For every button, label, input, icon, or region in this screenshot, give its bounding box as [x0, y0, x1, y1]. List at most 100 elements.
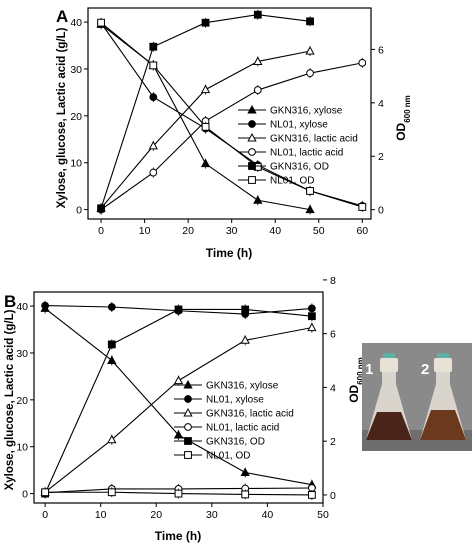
- data-point: [241, 305, 250, 314]
- x-axis-label: Time (h): [155, 529, 201, 543]
- flask-2: [420, 353, 466, 440]
- x-tick-label: 30: [226, 225, 238, 237]
- data-point: [107, 303, 116, 311]
- y2-tick-label: 8: [378, 0, 384, 3]
- legend-label: NL01, OD: [270, 176, 314, 187]
- data-point: [240, 335, 250, 344]
- x-tick-label: 30: [206, 509, 218, 521]
- y-tick-label: 10: [70, 158, 82, 170]
- data-point: [107, 434, 117, 444]
- legend-marker: [184, 437, 192, 445]
- panel-b: B 0 10 20 30 40 50 0 10 20 30 40 0 2 4 6 8 GKN316, xy…: [4, 275, 365, 543]
- y2-tick-label: 4: [330, 382, 336, 394]
- data-point: [41, 488, 50, 497]
- data-point: [253, 10, 262, 19]
- data-point: [307, 304, 316, 313]
- series-group: [96, 9, 367, 215]
- series-line: [44, 308, 312, 494]
- legend-marker: [247, 132, 257, 142]
- series-line: [100, 22, 363, 208]
- y2-tick-label: 0: [378, 205, 384, 217]
- plot-frame: [33, 291, 324, 504]
- data-point: [358, 58, 367, 67]
- data-point: [107, 340, 116, 349]
- data-point: [253, 195, 263, 204]
- legend-marker: [184, 395, 192, 403]
- x-tick-label: 60: [356, 225, 368, 237]
- legend-label: GKN316, OD: [206, 437, 265, 448]
- legend-label: NL01, lactic acid: [270, 148, 343, 159]
- data-point: [41, 301, 50, 310]
- data-point: [306, 69, 314, 78]
- legend-marker: [184, 451, 192, 459]
- y2-tick-label: 6: [330, 329, 336, 341]
- data-point: [201, 122, 210, 131]
- data-point: [107, 488, 116, 497]
- legend-marker: [183, 407, 193, 417]
- series-4: [97, 9, 314, 214]
- data-point: [174, 305, 183, 314]
- panel-label-a: A: [56, 7, 68, 26]
- data-point: [253, 86, 262, 94]
- data-point: [200, 158, 211, 168]
- flask-1: [366, 353, 412, 440]
- x-tick-label: 20: [182, 225, 194, 237]
- y2-axis-label: OD600 nm: [394, 95, 412, 141]
- y2-axis-label-sub: 600 nm: [356, 357, 365, 385]
- legend-label: NL01, xylose: [270, 120, 328, 131]
- data-point: [358, 203, 367, 211]
- legend-item: GKN316, lactic acid: [174, 407, 294, 420]
- y-tick-label: 40: [70, 17, 82, 29]
- data-point: [149, 168, 158, 177]
- y2-tick-label: 4: [378, 98, 384, 110]
- plot-frame: [87, 7, 372, 220]
- legend-marker: [184, 423, 192, 431]
- legend-label: NL01, OD: [206, 451, 250, 462]
- legend-marker: [248, 148, 256, 156]
- data-point: [201, 18, 210, 27]
- flask-label-2: 2: [421, 361, 429, 378]
- flask-label-1: 1: [365, 361, 373, 378]
- data-point: [148, 140, 158, 150]
- flask-cap: [437, 353, 449, 359]
- data-point: [307, 491, 316, 499]
- y2-axis-label: OD600 nm: [347, 357, 365, 403]
- y-axis-label: Xylose, glucose, Lactic acid (g/L): [4, 309, 16, 490]
- data-point: [241, 490, 250, 499]
- x-axis-label: Time (h): [206, 246, 252, 260]
- legend-label: GKN316, xylose: [206, 381, 279, 392]
- legend-item: NL01, lactic acid: [238, 148, 343, 159]
- series-line: [100, 62, 363, 211]
- x-ticks: 0 10 20 30 40 50: [42, 503, 329, 521]
- data-point: [307, 312, 316, 321]
- x-tick-label: 50: [317, 509, 329, 521]
- data-point: [107, 355, 117, 364]
- legend-item: GKN316, OD: [174, 437, 265, 448]
- panel-a: A 0 10 20 30 40 50 60 0 10 20 30 40 0 2 4 6 8 GKN316, …: [56, 0, 412, 260]
- flask-cap: [383, 353, 395, 359]
- x-tick-label: 0: [42, 509, 48, 521]
- x-tick-label: 50: [313, 225, 325, 237]
- data-point: [97, 204, 105, 213]
- series-5: [41, 487, 316, 500]
- y-tick-label: 20: [16, 395, 28, 407]
- legend: GKN316, xylose NL01, xylose GKN316, lactic…: [238, 104, 358, 187]
- x-tick-label: 40: [269, 225, 281, 237]
- data-point: [149, 93, 158, 101]
- flask-broth: [366, 412, 412, 440]
- data-point: [149, 61, 158, 70]
- legend-item: NL01, OD: [174, 451, 250, 462]
- y-tick-label: 30: [16, 348, 28, 360]
- y2-ticks: 0 2 4 6 8: [371, 0, 384, 217]
- data-point: [253, 56, 263, 65]
- y-ticks: 0 10 20 30 40: [70, 17, 88, 217]
- data-point: [307, 322, 317, 332]
- y2-tick-label: 0: [330, 490, 336, 502]
- legend-marker: [248, 176, 256, 184]
- x-tick-label: 10: [95, 509, 107, 521]
- legend-marker: [247, 104, 257, 114]
- legend-label: NL01, lactic acid: [206, 423, 279, 434]
- data-point: [200, 84, 211, 94]
- data-point: [305, 204, 315, 214]
